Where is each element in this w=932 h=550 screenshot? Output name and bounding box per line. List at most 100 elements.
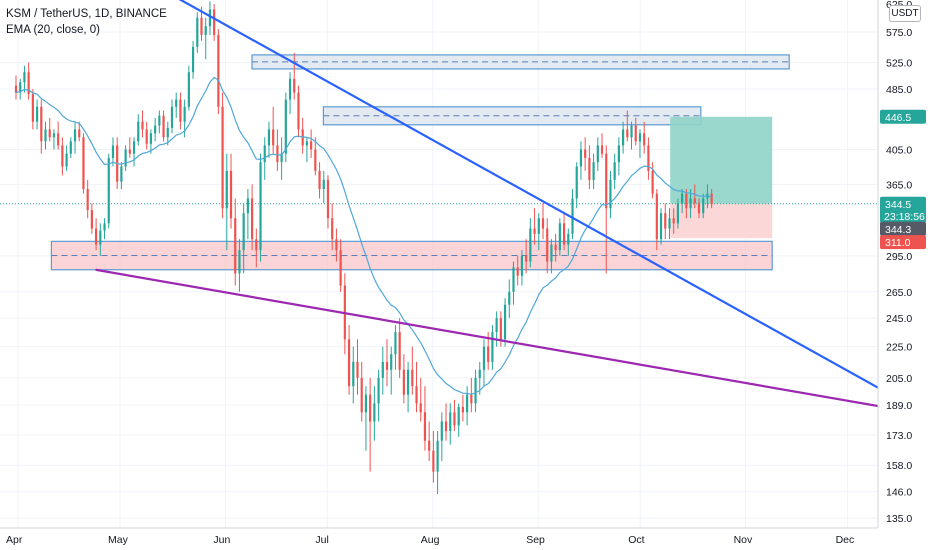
candle-body [52, 133, 56, 138]
candle-body [571, 198, 574, 234]
candle-body [617, 145, 620, 163]
candle-body [120, 166, 123, 182]
candle-body [525, 255, 528, 262]
price-tag-label: 344.5 [885, 199, 911, 211]
candle-body [170, 106, 174, 128]
candle-body [634, 125, 637, 142]
candle-body [596, 145, 599, 163]
candle-body [685, 193, 688, 209]
candle-body [487, 346, 490, 362]
candle-body [377, 377, 380, 404]
candle-body [322, 179, 325, 190]
candle-body [630, 125, 633, 138]
candle-body [651, 170, 654, 194]
currency-selector[interactable]: USDT [889, 5, 921, 22]
candle-body [638, 133, 642, 142]
candle-body [255, 239, 258, 251]
candle-body [69, 141, 72, 154]
candle-body [470, 394, 473, 404]
candle-body [499, 318, 502, 340]
candle-body [335, 239, 338, 251]
candle-body [318, 170, 321, 190]
candle-body [242, 213, 245, 251]
candle-body [14, 85, 18, 93]
candle-body [546, 228, 549, 262]
candle-body [61, 145, 64, 167]
candle-body [137, 121, 140, 142]
candle-body [364, 394, 368, 413]
candle-body [516, 267, 519, 276]
candle-body [141, 121, 144, 130]
price-tick-label: 295.0 [886, 251, 912, 263]
candle-body [508, 291, 511, 305]
candle-body [558, 223, 561, 251]
time-axis-panel [0, 528, 878, 550]
price-tick-label: 205.0 [886, 373, 912, 385]
candle-body [124, 149, 127, 167]
candle-body [187, 72, 190, 107]
time-tick-label: Oct [628, 534, 644, 546]
candle-body [234, 218, 237, 274]
candle-body [659, 213, 663, 240]
candle-body [221, 106, 224, 209]
price-tick-label: 225.0 [886, 342, 912, 354]
candle-body [605, 153, 608, 209]
candle-body [246, 198, 249, 214]
candle-body [280, 153, 283, 163]
candle-body [23, 72, 26, 83]
price-tick-label: 525.0 [886, 57, 912, 69]
candle-body [655, 193, 658, 240]
candle-body [622, 129, 625, 146]
candle-body [149, 133, 153, 144]
time-tick-label: Dec [836, 534, 855, 546]
time-tick-label: May [108, 534, 129, 546]
price-tick-label: 173.0 [886, 430, 912, 442]
candle-body [428, 440, 431, 451]
price-tick-label: 245.0 [886, 313, 912, 325]
candle-body [520, 255, 524, 276]
candle-body [419, 403, 422, 413]
target-zone [670, 116, 773, 204]
candle-body [512, 267, 515, 292]
candle-body [225, 170, 228, 209]
candle-body [356, 361, 359, 378]
candle-body [175, 99, 178, 107]
candle-body [331, 218, 334, 240]
candle-body [554, 244, 557, 251]
candle-body [482, 346, 486, 370]
price-tag-label: 344.3 [885, 224, 911, 236]
candle-body [466, 394, 469, 413]
candle-body [478, 369, 481, 378]
candle-body [213, 9, 216, 35]
candle-body [162, 115, 165, 138]
candle-body [132, 141, 136, 154]
candle-body [491, 332, 494, 362]
candle-body [217, 34, 220, 107]
price-tick-label: 405.0 [886, 145, 912, 157]
candle-body [609, 179, 612, 209]
candle-body [385, 361, 389, 370]
candle-body [440, 421, 443, 441]
candle-body [229, 170, 233, 219]
candle-body [626, 129, 629, 138]
candle-body [82, 137, 85, 190]
candle-body [276, 145, 279, 163]
candle-body [166, 127, 169, 138]
price-tag-label: 311.0 [885, 237, 911, 249]
candle-body [697, 203, 701, 214]
candle-body [664, 213, 667, 229]
candle-body [305, 141, 309, 146]
candle-body [154, 125, 157, 134]
candle-body [31, 93, 34, 122]
candle-body [263, 145, 266, 163]
candle-body [550, 244, 553, 262]
candle-body [288, 78, 292, 100]
candle-body [196, 17, 199, 47]
candle-body [668, 218, 671, 229]
candle-body [78, 129, 81, 138]
candle-body [128, 149, 131, 154]
price-tick-label: 189.0 [886, 400, 912, 412]
candle-body [402, 369, 405, 395]
candle-body [592, 162, 595, 180]
